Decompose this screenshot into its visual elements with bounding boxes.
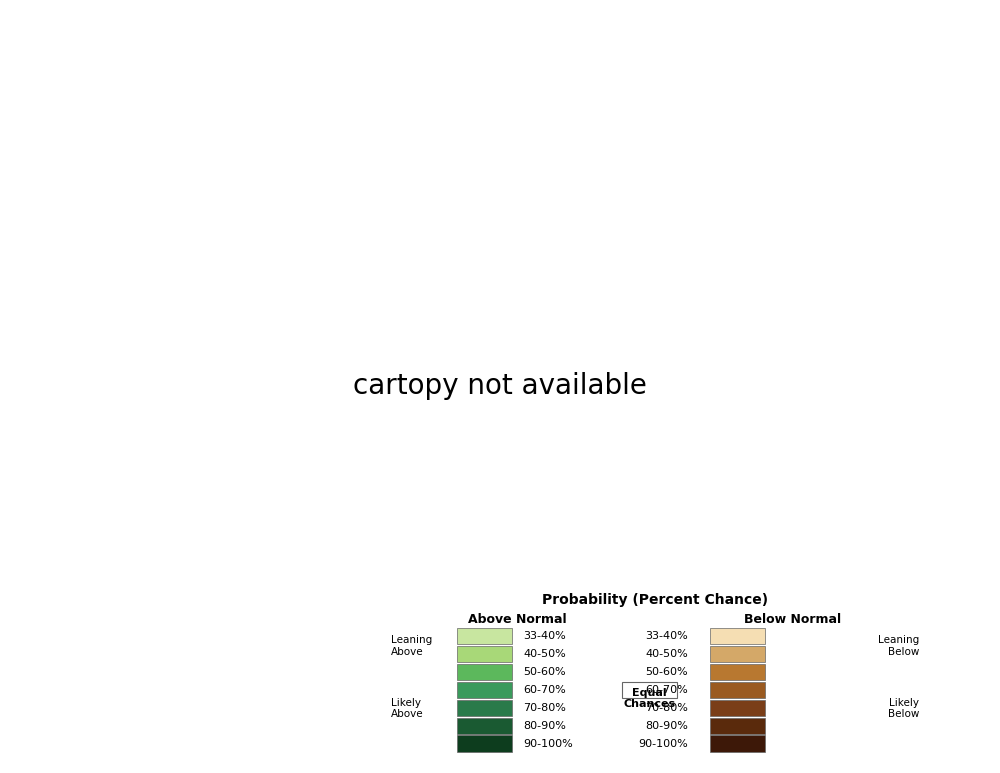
Text: 40-50%: 40-50%	[523, 649, 566, 659]
FancyBboxPatch shape	[457, 628, 512, 645]
Text: 60-70%: 60-70%	[645, 685, 688, 695]
Text: 33-40%: 33-40%	[645, 632, 688, 642]
Text: Below Normal: Below Normal	[744, 613, 841, 626]
Text: 90-100%: 90-100%	[638, 738, 688, 748]
FancyBboxPatch shape	[710, 664, 765, 680]
Text: 40-50%: 40-50%	[645, 649, 688, 659]
FancyBboxPatch shape	[457, 682, 512, 698]
FancyBboxPatch shape	[710, 700, 765, 716]
FancyBboxPatch shape	[622, 682, 677, 698]
Text: 70-80%: 70-80%	[645, 703, 688, 713]
Text: Likely
Below: Likely Below	[888, 698, 919, 720]
Text: 80-90%: 80-90%	[645, 720, 688, 730]
Text: Likely
Above: Likely Above	[391, 698, 424, 720]
FancyBboxPatch shape	[710, 717, 765, 734]
Text: 70-80%: 70-80%	[523, 703, 566, 713]
FancyBboxPatch shape	[710, 646, 765, 662]
Text: Leaning
Below: Leaning Below	[878, 635, 919, 657]
Text: 50-60%: 50-60%	[645, 667, 688, 677]
Text: 60-70%: 60-70%	[523, 685, 566, 695]
FancyBboxPatch shape	[710, 735, 765, 751]
Text: 90-100%: 90-100%	[523, 738, 573, 748]
Text: 33-40%: 33-40%	[523, 632, 566, 642]
Text: Above Normal: Above Normal	[468, 613, 567, 626]
FancyBboxPatch shape	[710, 682, 765, 698]
FancyBboxPatch shape	[457, 646, 512, 662]
FancyBboxPatch shape	[710, 628, 765, 645]
FancyBboxPatch shape	[457, 700, 512, 716]
Text: Equal
Chances: Equal Chances	[623, 688, 676, 710]
Text: Leaning
Above: Leaning Above	[391, 635, 432, 657]
Text: 80-90%: 80-90%	[523, 720, 566, 730]
FancyBboxPatch shape	[457, 664, 512, 680]
Text: cartopy not available: cartopy not available	[353, 373, 647, 400]
FancyBboxPatch shape	[457, 717, 512, 734]
FancyBboxPatch shape	[457, 735, 512, 751]
Text: Probability (Percent Chance): Probability (Percent Chance)	[542, 593, 768, 607]
Text: 50-60%: 50-60%	[523, 667, 566, 677]
